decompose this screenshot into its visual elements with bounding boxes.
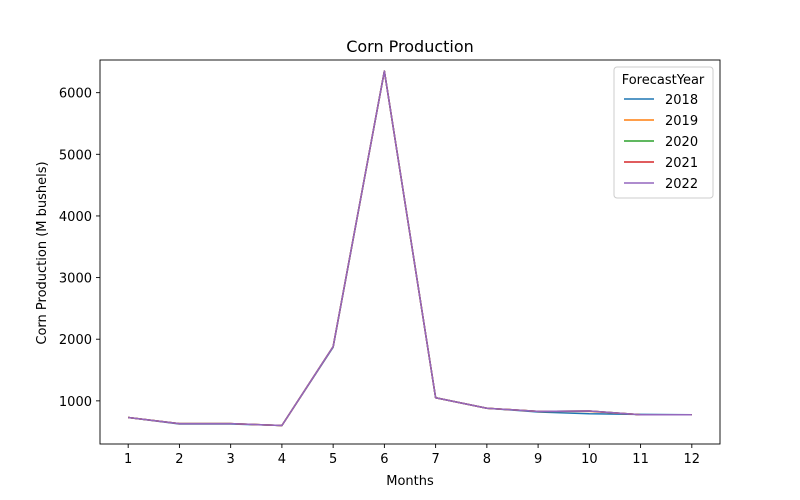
series-line-2018: [128, 70, 692, 427]
legend-label-2021: 2021: [665, 156, 698, 171]
series-line-2019: [128, 70, 692, 427]
axes-frame: [99, 59, 721, 445]
y-axis-label: Corn Production (M bushels): [35, 161, 50, 344]
y-tick-label: 3000: [59, 272, 92, 287]
x-tick-label: 8: [483, 452, 491, 467]
series-line-2021: [128, 70, 692, 427]
x-axis-label: Months: [386, 474, 434, 489]
x-tick-label: 12: [684, 452, 701, 467]
x-tick-label: 7: [431, 452, 439, 467]
legend-label-2019: 2019: [665, 114, 698, 129]
legend-label-2022: 2022: [665, 177, 698, 192]
x-tick-label: 11: [632, 452, 649, 467]
y-tick-label: 6000: [59, 87, 92, 102]
x-tick-label: 5: [329, 452, 337, 467]
series-line-2022: [128, 70, 692, 427]
x-tick-label: 10: [581, 452, 598, 467]
legend-label-2018: 2018: [665, 93, 698, 108]
chart-title: Corn Production: [346, 37, 474, 56]
x-tick-label: 9: [534, 452, 542, 467]
legend: ForecastYear 2018 2019 2020 2021 2022: [613, 66, 714, 199]
legend-title: ForecastYear: [622, 73, 705, 88]
x-tick-label: 1: [124, 452, 132, 467]
legend-label-2020: 2020: [665, 135, 698, 150]
y-tick-label: 5000: [59, 148, 92, 163]
y-tick-label: 2000: [59, 333, 92, 348]
x-tick-label: 2: [175, 452, 183, 467]
y-tick-label: 1000: [59, 395, 92, 410]
x-tick-label: 3: [227, 452, 235, 467]
series-line-2020: [128, 70, 692, 427]
y-tick-label: 4000: [59, 210, 92, 225]
x-tick-label: 6: [380, 452, 388, 467]
x-tick-label: 4: [278, 452, 286, 467]
